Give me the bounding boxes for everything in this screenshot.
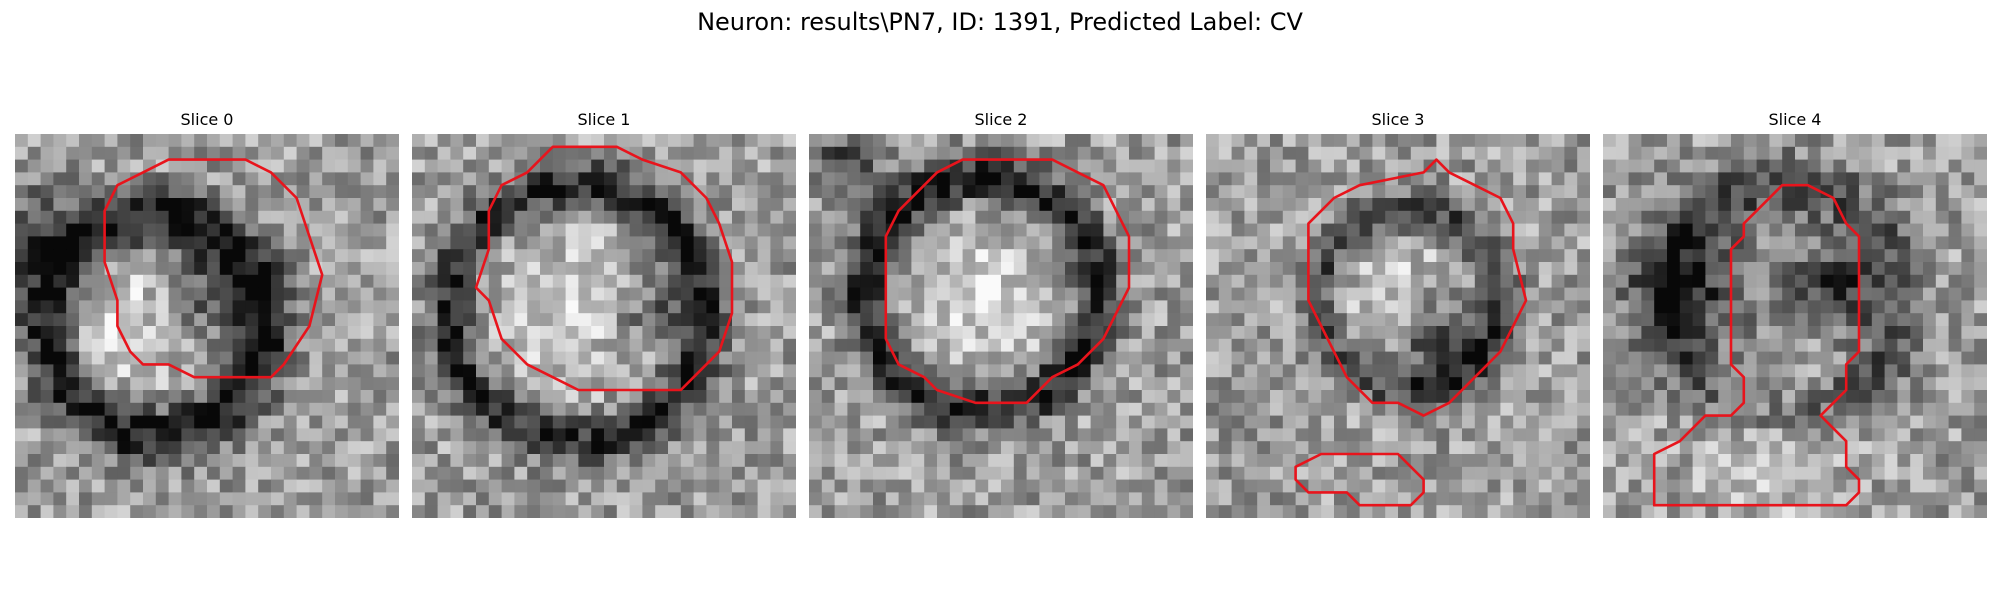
slice-3-contour-1 bbox=[1294, 452, 1425, 507]
slice-2-svg bbox=[809, 134, 1193, 518]
slice-4-svg bbox=[1603, 134, 1987, 518]
slice-1-svg bbox=[412, 134, 796, 518]
slice-image-3 bbox=[1206, 134, 1590, 518]
slice-image-0 bbox=[15, 134, 399, 518]
slice-1-pixels bbox=[412, 134, 796, 518]
slice-3-contour-0 bbox=[1307, 158, 1528, 417]
slice-title-4: Slice 4 bbox=[1768, 110, 1822, 129]
slice-title-0: Slice 0 bbox=[180, 110, 234, 129]
slice-title-3: Slice 3 bbox=[1371, 110, 1425, 129]
slice-2-pixels bbox=[809, 134, 1193, 518]
figure-title: Neuron: results\PN7, ID: 1391, Predicted… bbox=[697, 8, 1303, 36]
slice-0-pixels bbox=[15, 134, 399, 518]
slice-0-svg bbox=[15, 134, 399, 518]
slice-3-pixels bbox=[1206, 134, 1590, 518]
slice-image-4 bbox=[1603, 134, 1987, 518]
slice-0-contour-0 bbox=[103, 158, 324, 379]
slice-1-contour-0 bbox=[474, 145, 734, 392]
slice-2-contour-0 bbox=[884, 158, 1131, 405]
slice-title-1: Slice 1 bbox=[577, 110, 631, 129]
slice-title-2: Slice 2 bbox=[974, 110, 1028, 129]
slice-4-pixels bbox=[1603, 134, 1987, 518]
slice-4-contour-0 bbox=[1652, 183, 1861, 507]
slice-image-2 bbox=[809, 134, 1193, 518]
slice-3-svg bbox=[1206, 134, 1590, 518]
slice-image-1 bbox=[412, 134, 796, 518]
